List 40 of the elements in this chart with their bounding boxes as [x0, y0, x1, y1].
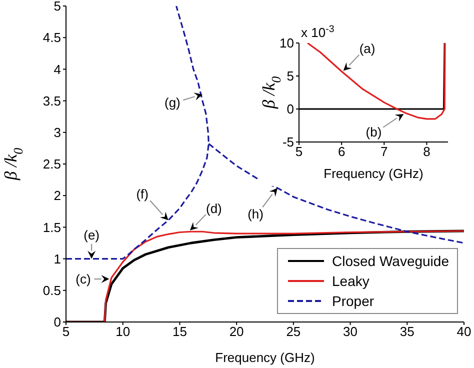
- annotation: (e): [84, 227, 100, 242]
- y-tick-label: 3.5: [42, 93, 61, 108]
- y-tick-label: 2.5: [42, 156, 61, 172]
- y-tick-label: 4: [54, 62, 61, 77]
- y-tick-label: 0.5: [42, 283, 61, 298]
- x-tick-label: 30: [343, 324, 358, 340]
- x-tick-label: 15: [172, 324, 187, 340]
- annotation: (b): [366, 124, 382, 140]
- x-tick-label: 8: [423, 144, 430, 160]
- y-tick-label: 5: [54, 0, 61, 14]
- x-tick-label: 20: [229, 324, 244, 340]
- y-tick-label: -5: [282, 134, 294, 150]
- x-tick-label: 25: [286, 324, 301, 340]
- x-tick-label: 10: [116, 324, 130, 340]
- y-tick-label: 4.5: [42, 30, 61, 46]
- annotation: (g): [164, 94, 180, 110]
- annotation: (c): [76, 272, 91, 287]
- y-tick-label: 5: [286, 68, 294, 84]
- x-tick-label: 40: [456, 324, 472, 340]
- y-tick-label: 1: [54, 251, 61, 266]
- x-tick-label: 35: [400, 324, 414, 340]
- legend-label: Closed Waveguide: [332, 253, 449, 269]
- annotation: (h): [248, 206, 264, 222]
- annotation: (d): [206, 200, 222, 216]
- annotation: (f): [136, 186, 148, 202]
- annotation: (a): [359, 41, 376, 56]
- legend-label: Leaky: [332, 273, 370, 289]
- legend-label: Proper: [332, 293, 374, 309]
- y-tick-label: 2: [54, 188, 61, 204]
- y-tick-label: 0: [286, 102, 294, 117]
- y-tick-label: 10: [280, 36, 294, 51]
- x-tick-label: 6: [338, 144, 346, 160]
- y-tick-label: 1.5: [42, 220, 61, 235]
- annotation: x 10$^{-3}$: [301, 24, 334, 40]
- x-axis-title: Frequency (GHz): [324, 166, 424, 181]
- y-tick-label: 3: [54, 125, 61, 140]
- y-tick-label: 0: [54, 314, 61, 330]
- x-tick-label: 7: [380, 144, 388, 160]
- x-axis-title: Frequency (GHz): [215, 350, 315, 365]
- line-series: [306, 43, 446, 120]
